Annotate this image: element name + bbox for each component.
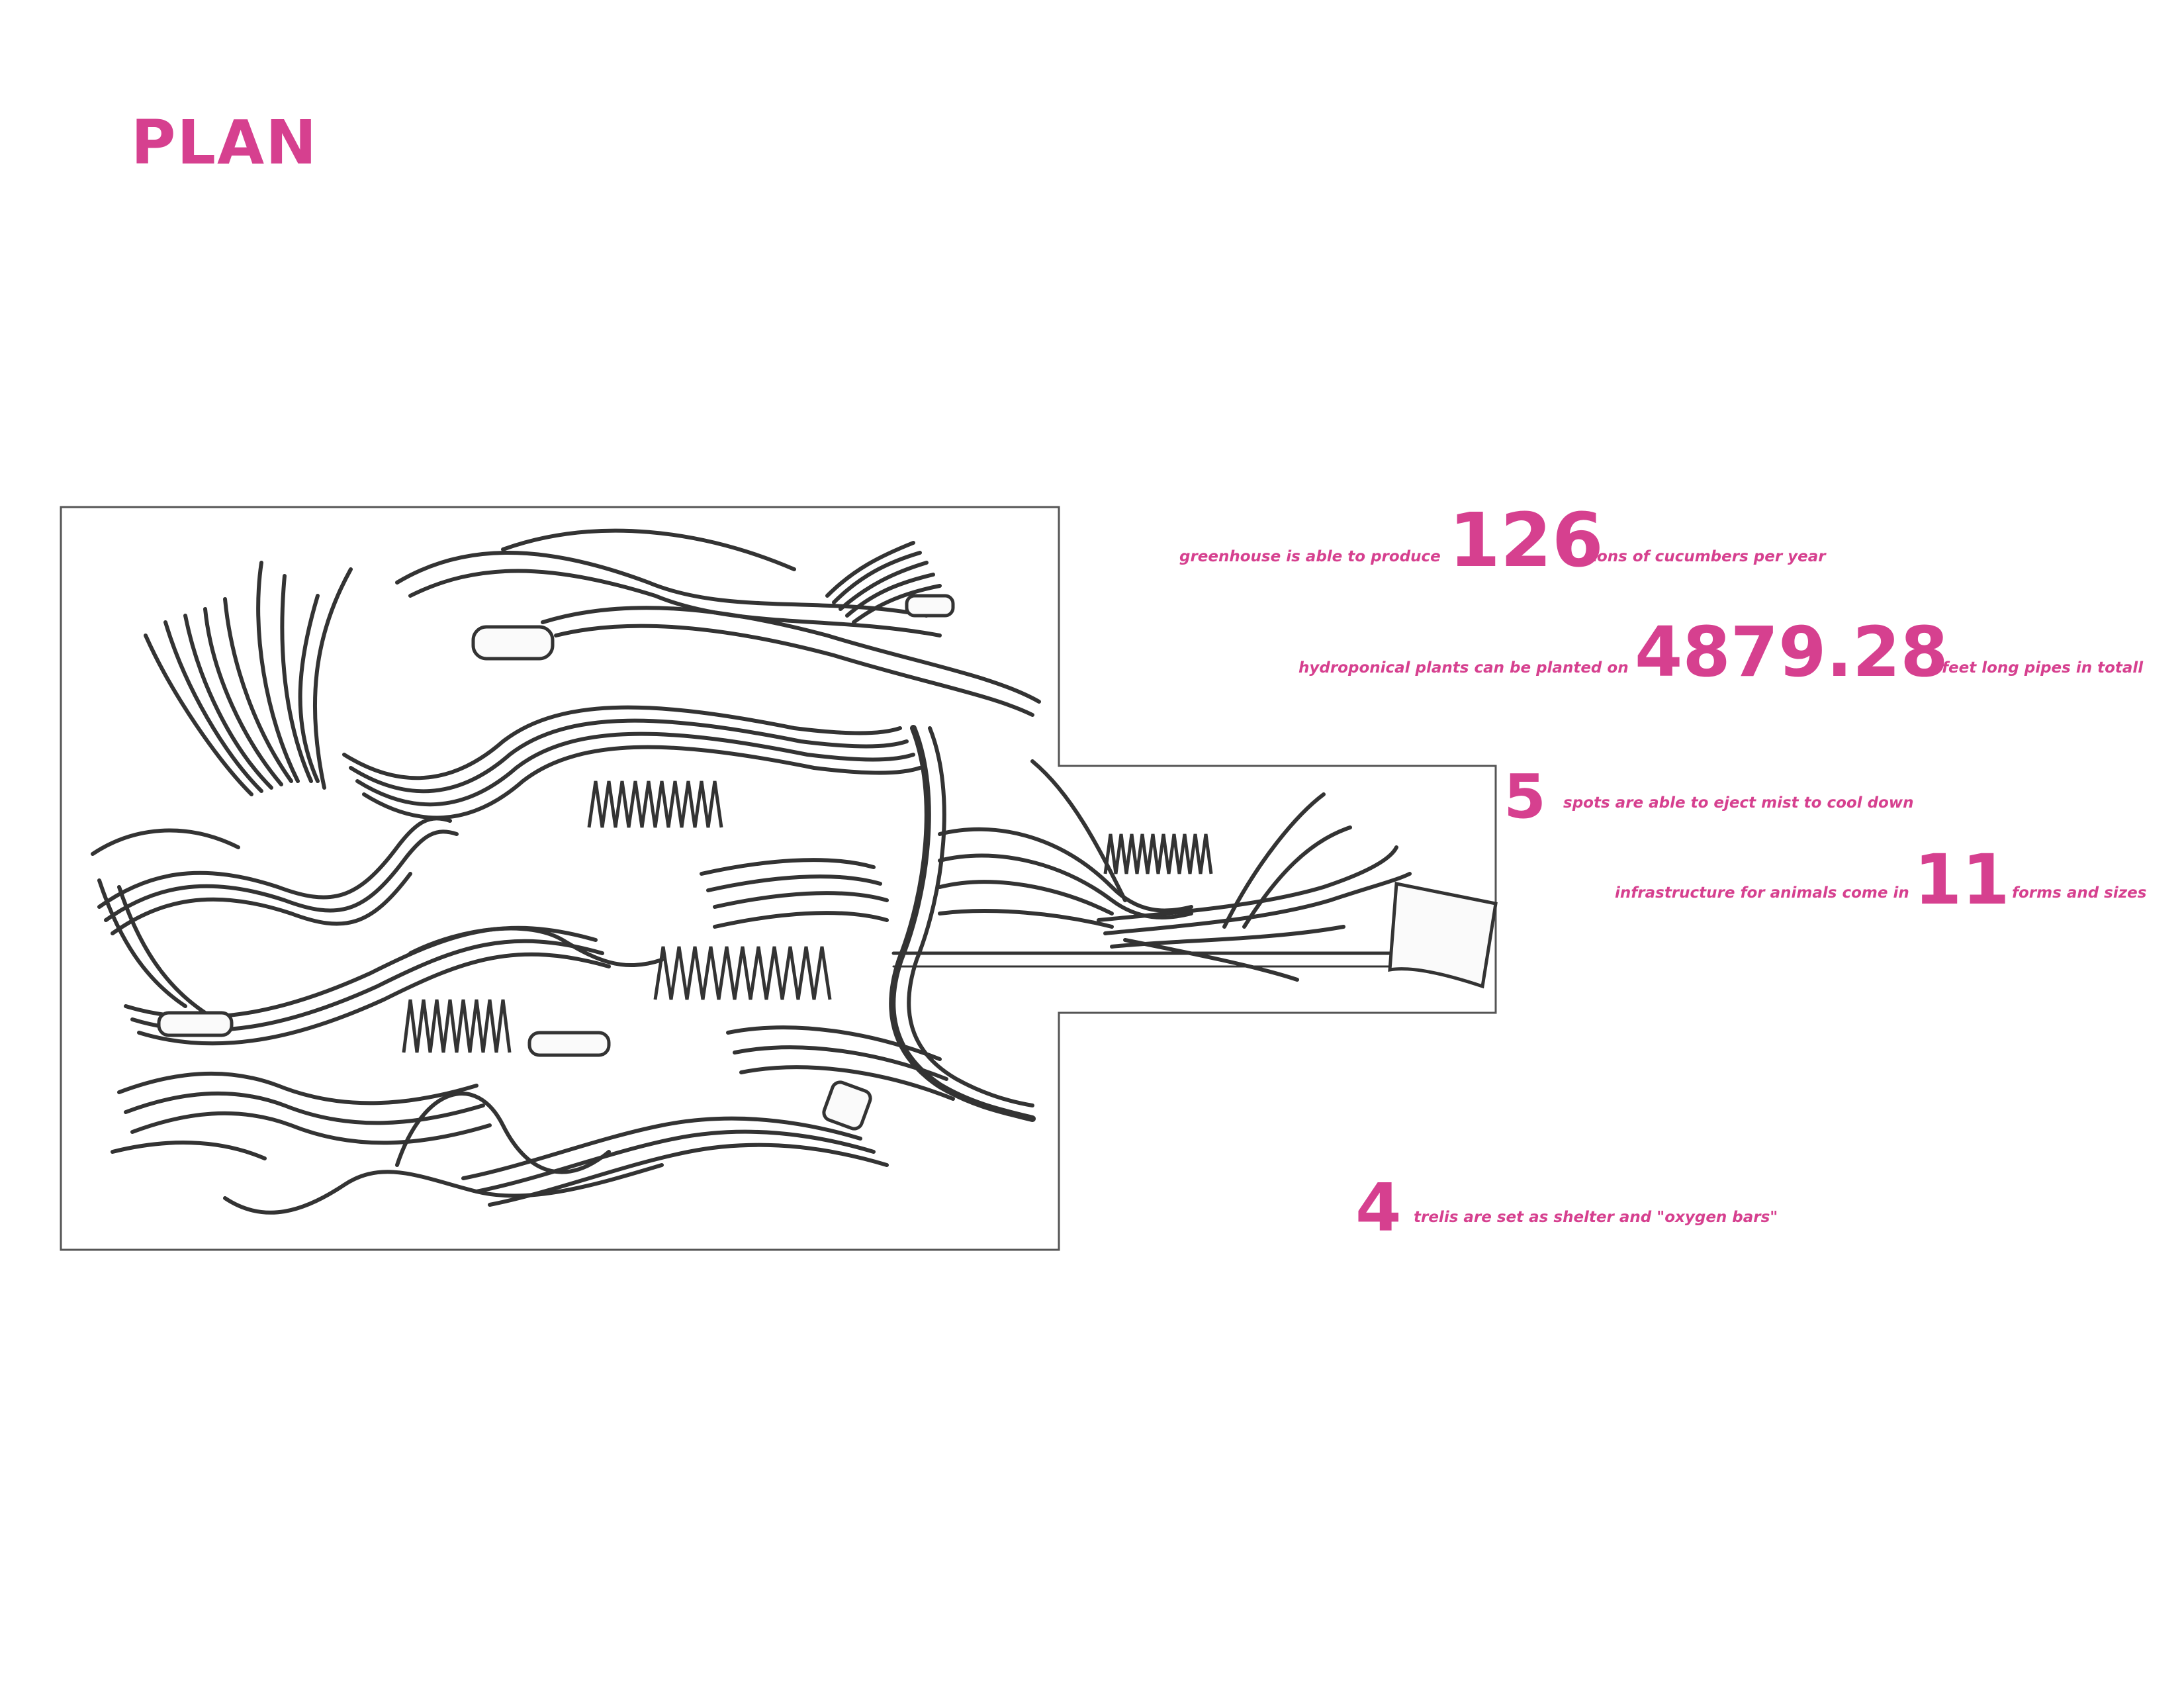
stat-trail-text: spots are able to eject mist to cool dow… — [1563, 794, 1914, 812]
stat-number: 5 — [1504, 761, 1547, 832]
stat-number: 4 — [1355, 1169, 1402, 1246]
trellis-coils — [402, 780, 1213, 1053]
stat-trail-text: trelis are set as shelter and "oxygen ba… — [1414, 1209, 1778, 1226]
stat-lead-text: hydroponical plants can be planted on — [1298, 659, 1629, 677]
stat-lead-text: infrastructure for animals come in — [1615, 884, 1909, 902]
stat-number: 4879.28 — [1635, 612, 1948, 692]
stat-trail-text: tons of cucumbers per year — [1590, 548, 1826, 565]
cylinder-parts — [157, 594, 1498, 1131]
stat-trail-text: forms and sizes — [2012, 884, 2147, 902]
stat-trail-text: feet long pipes in totall — [1942, 659, 2144, 677]
stat-lead-text: greenhouse is able to produce — [1179, 548, 1441, 565]
stat-number: 126 — [1449, 498, 1604, 584]
stat-number: 11 — [1914, 839, 2010, 920]
plan-outline — [60, 506, 1497, 1251]
page-title: PLAN — [131, 107, 318, 178]
pipe-network — [91, 528, 1412, 1215]
